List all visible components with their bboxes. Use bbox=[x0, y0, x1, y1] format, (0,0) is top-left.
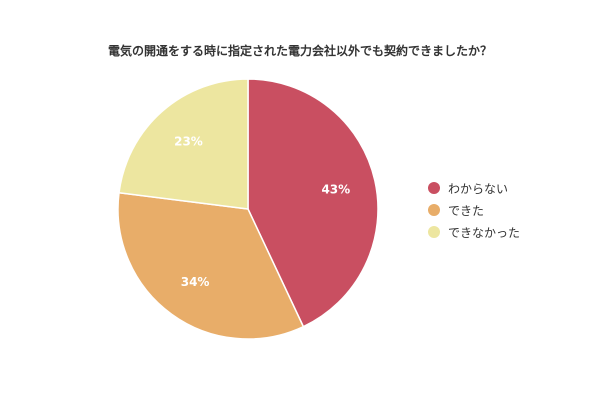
chart-title: 電気の開通をする時に指定された電力会社以外でも契約できましたか？ bbox=[107, 44, 492, 58]
slice-value-label: 23% bbox=[174, 134, 203, 148]
legend-item: できた bbox=[428, 199, 520, 221]
legend-label: できなかった bbox=[448, 225, 521, 240]
legend-swatch bbox=[428, 182, 440, 194]
legend-label: わからない bbox=[448, 181, 509, 196]
slice-value-label: 43% bbox=[321, 182, 350, 196]
legend-swatch bbox=[428, 226, 440, 238]
pie-slices bbox=[117, 78, 379, 340]
legend-item: できなかった bbox=[428, 221, 520, 243]
legend: わからないできたできなかった bbox=[428, 177, 520, 243]
legend-label: できた bbox=[448, 203, 485, 218]
legend-swatch bbox=[428, 204, 440, 216]
pie-slice bbox=[118, 78, 249, 210]
slice-value-label: 34% bbox=[181, 275, 210, 289]
legend-item: わからない bbox=[428, 177, 520, 199]
pie-slice bbox=[117, 191, 305, 340]
pie-slice bbox=[247, 78, 379, 328]
pie-slice-labels: 43% 34% 23% bbox=[174, 134, 350, 288]
